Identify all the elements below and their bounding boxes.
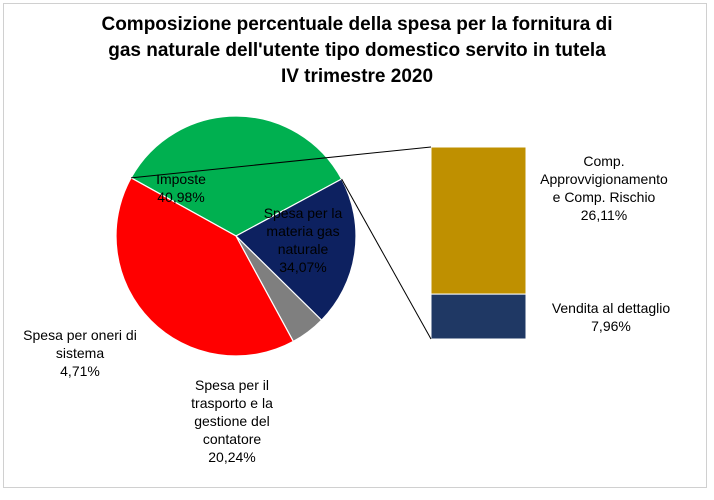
chart-title-line-1: Composizione percentuale della spesa per… <box>101 14 613 35</box>
slice-label-1: Spesa per il trasporto e la gestione del co… <box>191 377 273 465</box>
connector-line-bottom <box>341 178 432 340</box>
slice-label-3: Imposte 40,98% <box>156 171 206 205</box>
pie-slice-1 <box>234 178 357 321</box>
breakdown-segment-0 <box>430 146 527 295</box>
breakdown-label-0: Comp. Approvvigionamento e Comp. Rischio 26… <box>540 153 668 223</box>
chart-title-line-3: IV trimestre 2020 <box>280 66 434 87</box>
breakdown-segment-1 <box>430 293 527 340</box>
pie-slice-3 <box>115 177 295 357</box>
connector-line-top <box>130 146 432 179</box>
slice-label-0: Spesa per la materia gas naturale 34,07% <box>264 205 343 275</box>
slice-label-2: Spesa per oneri di sistema 4,71% <box>23 327 137 379</box>
pie-slice-0 <box>130 115 343 237</box>
chart-title: Composizione percentuale della spesa per… <box>0 12 714 90</box>
chart-title-line-2: gas naturale dell'utente tipo domestico … <box>108 40 606 61</box>
breakdown-label-1: Vendita al dettaglio 7,96% <box>552 300 671 334</box>
